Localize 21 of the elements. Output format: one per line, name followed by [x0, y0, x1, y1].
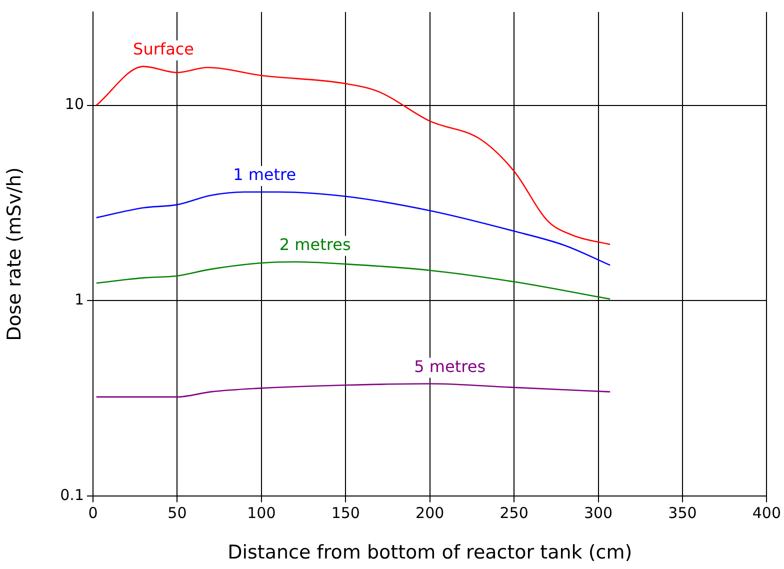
y-axis-title: Dose rate (mSv/h): [3, 167, 26, 341]
series-label: 2 metres: [279, 235, 351, 254]
series-label: 1 metre: [233, 165, 296, 184]
series-label: 5 metres: [414, 356, 486, 376]
x-tick-label: 400: [752, 504, 782, 522]
x-tick-label: 100: [247, 504, 276, 522]
y-tick-label: 0.1: [60, 486, 84, 504]
x-tick-label: 250: [500, 504, 528, 522]
y-tick-label: 10: [64, 95, 84, 114]
x-tick-label: 50: [168, 504, 187, 522]
x-tick-label: 350: [668, 504, 697, 522]
line-series: [96, 261, 611, 300]
line-series: [96, 383, 611, 398]
x-axis-title: Distance from bottom of reactor tank (cm): [228, 542, 632, 564]
y-tick-label: 1: [74, 290, 84, 309]
x-tick-label: 300: [584, 504, 613, 522]
x-tick-label: 150: [331, 504, 360, 522]
x-tick-label: 200: [416, 504, 444, 522]
line-series: [96, 191, 611, 266]
x-tick-label: 0: [88, 504, 98, 522]
series-label: Surface: [133, 40, 194, 59]
